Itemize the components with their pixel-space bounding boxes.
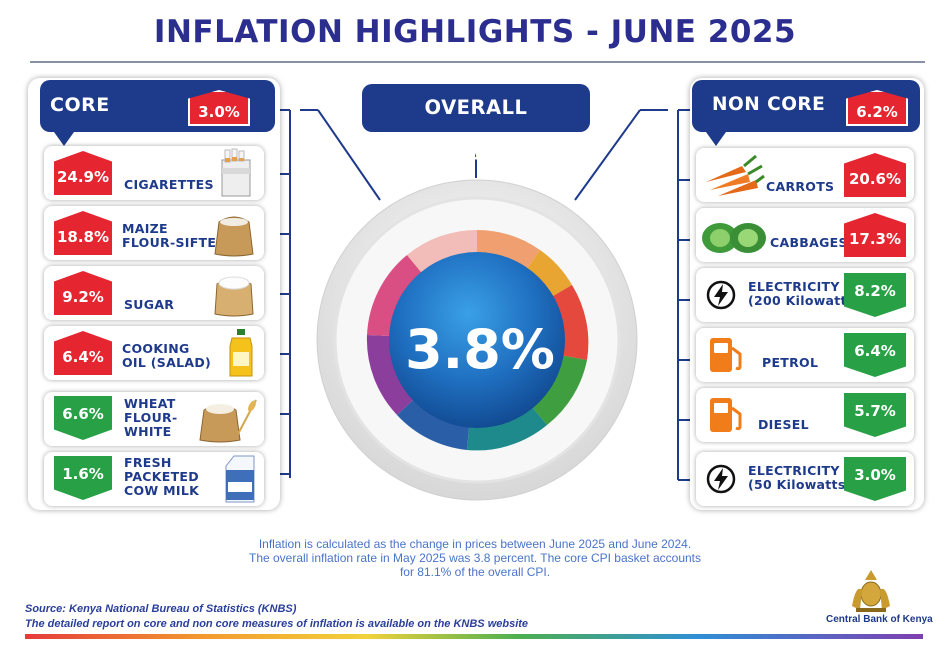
item-label: CARROTS [766,179,835,194]
cabbage-icon [702,223,766,253]
sugar-sack-icon [214,276,254,317]
item-value: 6.4% [62,348,104,366]
milk-carton-icon [225,455,255,503]
core-item-sugar: 9.2% SUGAR [44,266,264,320]
item-label: ELECTRICITY (50 Kilowatts) [748,463,852,492]
item-value: 3.0% [854,466,896,484]
core-item-fresh-milk: 1.6% FRESH PACKETED COW MILK [44,452,264,506]
lightning-icon [706,464,736,494]
decrease-badge: 5.7% [844,393,906,437]
increase-badge: 18.8% [54,211,112,255]
item-label: MAIZE FLOUR-SIFTED [122,221,227,250]
item-label: CIGARETTES [124,177,214,192]
non-core-item-electricity-50: ELECTRICITY (50 Kilowatts) 3.0% [696,452,914,506]
item-value: 8.2% [854,282,896,300]
item-value: 1.6% [62,465,104,483]
increase-badge: 6.4% [54,331,112,375]
item-label: PETROL [762,355,819,370]
cigarettes-icon [221,148,251,197]
increase-badge: 24.9% [54,151,112,195]
item-label: COOKING OIL (SALAD) [122,341,212,370]
fuel-pump-icon [710,338,742,372]
non-core-item-diesel: DIESEL 5.7% [696,388,914,442]
increase-badge: 17.3% [844,213,906,257]
color-stripe-divider [25,634,923,639]
overall-inflation-header: OVERALL INFLATION [362,84,590,167]
non-core-item-electricity-200: ELECTRICITY (200 Kilowatts) 8.2% [696,268,914,322]
carrots-icon [706,154,765,196]
increase-badge: 9.2% [54,271,112,315]
page-title: INFLATION HIGHLIGHTS - JUNE 2025 [153,14,797,50]
item-value: 17.3% [848,230,902,248]
increase-badge: 20.6% [844,153,906,197]
item-value: 6.4% [854,342,896,360]
decrease-badge: 3.0% [844,457,906,501]
item-value: 9.2% [62,288,104,306]
decrease-badge: 6.6% [54,396,112,440]
central-bank-emblem-icon [852,570,890,612]
core-rate: 3.0% [198,103,240,121]
non-core-rate-badge: 6.2% [846,90,908,126]
overall-inflation-title: OVERALL INFLATION [415,96,537,167]
item-value: 18.8% [56,228,110,246]
wheat-sack-icon [199,399,257,443]
core-item-cooking-oil: 6.4% COOKING OIL (SALAD) [44,326,264,380]
decrease-badge: 6.4% [844,333,906,377]
core-item-wheat-flour: 6.6% WHEAT FLOUR- WHITE [44,392,264,446]
non-core-item-cabbages: CABBAGES 17.3% [696,208,914,262]
non-core-item-carrots: CARROTS 20.6% [696,148,914,202]
core-rate-badge: 3.0% [188,90,250,126]
item-label: DIESEL [758,417,809,432]
source-credit: Source: Kenya National Bureau of Statist… [25,603,297,615]
decrease-badge: 1.6% [54,456,112,500]
non-core-rate: 6.2% [856,103,898,121]
overall-inflation-rate: 3.8% [405,318,555,381]
bank-name: Central Bank of Kenya [826,614,933,625]
decrease-badge: 8.2% [844,273,906,317]
core-item-cigarettes: 24.9% CIGARETTES [44,146,264,200]
item-label: FRESH PACKETED COW MILK [124,455,200,498]
non-core-item-petrol: PETROL 6.4% [696,328,914,382]
non-core-header-pointer [706,132,726,146]
methodology-note: Inflation is calculated as the change in… [248,537,702,579]
overall-inflation-donut [316,179,638,501]
item-value: 5.7% [854,402,896,420]
fuel-pump-icon [710,398,742,432]
core-title: CORE [50,94,110,116]
item-value: 6.6% [62,405,104,423]
item-value: 20.6% [848,170,902,188]
core-item-maize-flour: 18.8% MAIZE FLOUR-SIFTED [44,206,264,260]
item-label: ELECTRICITY (200 Kilowatts) [748,279,861,308]
report-availability-note: The detailed report on core and non core… [25,618,529,630]
item-label: CABBAGES [770,235,848,250]
oil-bottle-icon [229,329,253,377]
item-value: 24.9% [56,168,110,186]
non-core-title: NON CORE [712,94,826,115]
item-label: WHEAT FLOUR- WHITE [124,396,178,439]
flour-sack-icon [214,216,254,257]
lightning-icon [706,280,736,310]
item-label: SUGAR [124,297,175,312]
core-header-pointer [54,132,74,146]
title-divider [30,61,925,63]
